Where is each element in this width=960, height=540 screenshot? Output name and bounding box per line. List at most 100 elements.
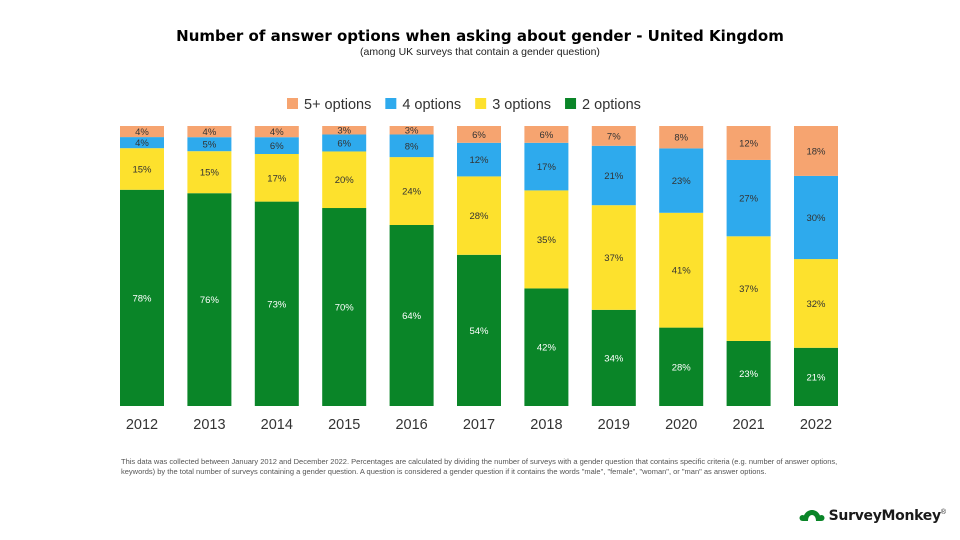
surveymonkey-logo: SurveyMonkey ® [799, 506, 946, 526]
data-label-2019-3-options: 37% [604, 253, 624, 264]
x-tick-2013: 2013 [193, 417, 225, 433]
bar-2019-3-options [591, 205, 636, 310]
bar-2022-4-options [794, 175, 838, 260]
chart-legend: 5+ options 4 options 3 options 2 options [287, 97, 641, 113]
data-label-2013-5plus-options: 4% [203, 127, 217, 138]
bar-2017-2-options [457, 254, 501, 406]
x-tick-2019: 2019 [598, 417, 630, 433]
bar-2019-4-options [591, 145, 636, 206]
bar-2021-3-options [726, 236, 771, 341]
data-label-2015-3-options: 20% [335, 175, 355, 186]
bar-2015-4-options [322, 134, 367, 152]
bar-2021-2-options [726, 340, 771, 406]
data-label-2013-4-options: 5% [203, 140, 217, 151]
data-label-2015-4-options: 6% [337, 138, 351, 149]
x-tick-2022: 2022 [800, 417, 832, 433]
data-label-2018-4-options: 17% [537, 162, 557, 173]
bar-2016-5plus-options [389, 126, 434, 135]
bar-2014-2-options [254, 201, 299, 406]
legend-label-4-options: 4 options [402, 97, 461, 113]
bar-2015-3-options [322, 151, 367, 209]
bar-2022-3-options [794, 259, 838, 348]
data-label-2015-5plus-options: 3% [337, 126, 351, 137]
data-label-2016-2-options: 64% [402, 311, 422, 322]
data-label-2017-2-options: 54% [469, 326, 489, 337]
chart-bars: 78%15%4%4%76%15%5%4%73%17%6%4%70%20%6%3%… [120, 126, 838, 406]
data-label-2020-3-options: 41% [672, 266, 692, 277]
data-label-2017-5plus-options: 6% [472, 130, 486, 141]
bar-2015-2-options [322, 208, 367, 406]
bar-2015-5plus-options [322, 126, 367, 135]
data-label-2014-2-options: 73% [267, 299, 287, 310]
bar-2012-4-options [120, 137, 164, 149]
chart-subtitle: (among UK surveys that contain a gender … [360, 46, 600, 58]
x-tick-2018: 2018 [530, 417, 562, 433]
x-tick-2016: 2016 [395, 417, 427, 433]
bar-2019-5plus-options [591, 126, 636, 146]
bar-2012-5plus-options [120, 126, 164, 138]
bar-2013-4-options [187, 137, 232, 152]
bar-2020-4-options [659, 148, 704, 213]
legend-swatch-2-options [565, 98, 577, 109]
x-tick-2015: 2015 [328, 417, 360, 433]
x-tick-2020: 2020 [665, 417, 697, 433]
data-label-2015-2-options: 70% [335, 303, 355, 314]
data-label-2016-4-options: 8% [405, 141, 419, 152]
data-label-2014-3-options: 17% [267, 173, 287, 184]
registered-mark: ® [940, 509, 946, 516]
data-label-2021-3-options: 37% [739, 284, 759, 295]
bar-2017-5plus-options [457, 126, 501, 143]
bar-2016-4-options [389, 134, 434, 158]
bar-2017-3-options [457, 176, 501, 255]
data-label-2014-4-options: 6% [270, 141, 284, 152]
bar-2013-3-options [187, 151, 232, 194]
data-label-2016-5plus-options: 3% [405, 126, 419, 137]
legend-label-2-options: 2 options [582, 97, 641, 113]
data-label-2016-3-options: 24% [402, 187, 422, 198]
bar-2021-4-options [726, 159, 771, 237]
data-label-2022-5plus-options: 18% [806, 146, 826, 157]
data-label-2017-4-options: 12% [469, 155, 489, 166]
data-label-2018-2-options: 42% [537, 343, 557, 354]
bar-2013-5plus-options [187, 126, 232, 138]
x-tick-2014: 2014 [261, 417, 293, 433]
bar-2012-3-options [120, 148, 164, 190]
x-axis-tick-labels: 2012 2013 2014 2015 2016 2017 2018 2019 2020 2021… [126, 417, 832, 433]
bar-2013-2-options [187, 193, 232, 406]
data-label-2017-3-options: 28% [469, 211, 489, 222]
data-label-2020-4-options: 23% [672, 176, 692, 187]
chart-title: Number of answer options when asking abo… [176, 27, 784, 45]
x-tick-2017: 2017 [463, 417, 495, 433]
data-label-2019-5plus-options: 7% [607, 131, 621, 142]
bar-2012-2-options [120, 189, 164, 406]
bar-2019-2-options [591, 309, 636, 406]
data-label-2018-5plus-options: 6% [540, 130, 554, 141]
bar-2018-4-options [524, 142, 569, 191]
data-label-2019-4-options: 21% [604, 171, 624, 182]
bar-2017-4-options [457, 142, 501, 177]
footnote: This data was collected between January … [121, 457, 838, 476]
x-tick-2012: 2012 [126, 417, 158, 433]
bar-2016-3-options [389, 157, 434, 225]
data-label-2012-4-options: 4% [135, 138, 149, 149]
data-label-2020-2-options: 28% [672, 362, 692, 373]
bar-2020-3-options [659, 212, 704, 328]
bar-2014-5plus-options [254, 126, 299, 138]
data-label-2021-5plus-options: 12% [739, 138, 759, 149]
legend-label-5plus-options: 5+ options [304, 97, 371, 113]
data-label-2012-3-options: 15% [132, 164, 152, 175]
data-label-2021-4-options: 27% [739, 194, 759, 205]
bar-2018-5plus-options [524, 126, 569, 143]
data-label-2022-2-options: 21% [806, 372, 826, 383]
data-label-2019-2-options: 34% [604, 353, 624, 364]
legend-swatch-5plus-options [287, 98, 298, 109]
bar-2016-2-options [389, 224, 434, 406]
bar-2014-4-options [254, 137, 299, 154]
data-label-2022-4-options: 30% [806, 213, 826, 224]
bar-2021-5plus-options [726, 126, 771, 160]
bar-2014-3-options [254, 154, 299, 202]
bar-2020-5plus-options [659, 126, 704, 149]
data-label-2022-3-options: 32% [806, 299, 826, 310]
legend-swatch-3-options [475, 98, 487, 109]
data-label-2013-2-options: 76% [200, 295, 220, 306]
